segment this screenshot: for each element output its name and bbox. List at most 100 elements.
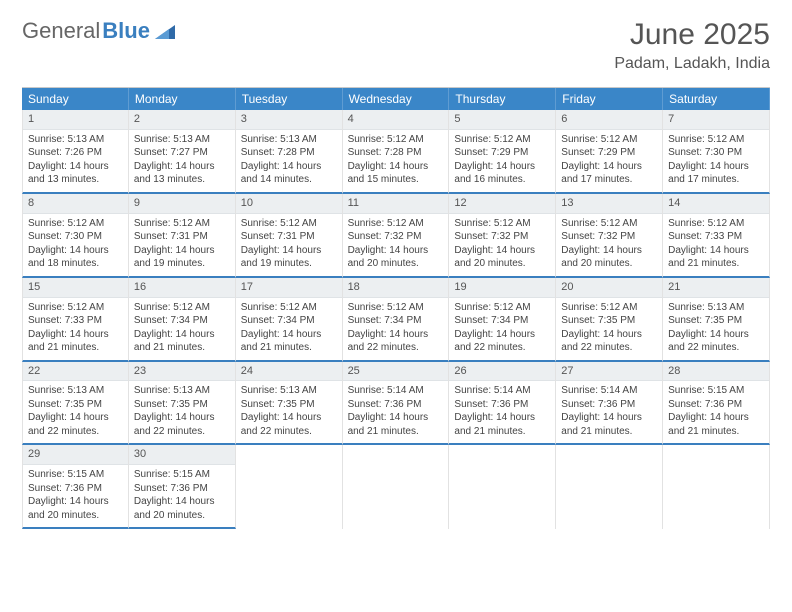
calendar-day: 11Sunrise: 5:12 AMSunset: 7:32 PMDayligh… xyxy=(343,194,450,278)
sunset-line: Sunset: 7:35 PM xyxy=(668,314,764,328)
sunset-line: Sunset: 7:33 PM xyxy=(668,230,764,244)
calendar-day: 13Sunrise: 5:12 AMSunset: 7:32 PMDayligh… xyxy=(556,194,663,278)
day-number: 1 xyxy=(23,110,128,130)
sunrise-line: Sunrise: 5:14 AM xyxy=(348,384,444,398)
day-number: 17 xyxy=(236,278,342,298)
daylight-line: Daylight: 14 hours and 22 minutes. xyxy=(28,411,123,438)
weekday-header: Saturday xyxy=(663,88,770,110)
weekday-header: Monday xyxy=(129,88,236,110)
day-number: 3 xyxy=(236,110,342,130)
day-number: 15 xyxy=(23,278,128,298)
day-details: Sunrise: 5:12 AMSunset: 7:28 PMDaylight:… xyxy=(343,130,449,192)
calendar-day: 10Sunrise: 5:12 AMSunset: 7:31 PMDayligh… xyxy=(236,194,343,278)
sunrise-line: Sunrise: 5:12 AM xyxy=(241,217,337,231)
daylight-line: Daylight: 14 hours and 22 minutes. xyxy=(241,411,337,438)
calendar-day: 27Sunrise: 5:14 AMSunset: 7:36 PMDayligh… xyxy=(556,362,663,446)
calendar-day: 30Sunrise: 5:15 AMSunset: 7:36 PMDayligh… xyxy=(129,445,236,529)
sunset-line: Sunset: 7:34 PM xyxy=(348,314,444,328)
sunrise-line: Sunrise: 5:13 AM xyxy=(134,133,230,147)
sunrise-line: Sunrise: 5:14 AM xyxy=(561,384,657,398)
sunset-line: Sunset: 7:35 PM xyxy=(241,398,337,412)
calendar-day: 24 Sunrise: 5:13 AMSunset: 7:35 PMDayligh… xyxy=(236,362,343,446)
daylight-line: Daylight: 14 hours and 21 minutes. xyxy=(348,411,444,438)
sunset-line: Sunset: 7:36 PM xyxy=(454,398,550,412)
day-details: Sunrise: 5:12 AMSunset: 7:32 PMDaylight:… xyxy=(449,214,555,276)
daylight-line: Daylight: 14 hours and 22 minutes. xyxy=(668,328,764,355)
calendar-day: 19Sunrise: 5:12 AMSunset: 7:34 PMDayligh… xyxy=(449,278,556,362)
day-details: Sunrise: 5:14 AMSunset: 7:36 PMDaylight:… xyxy=(343,381,449,443)
day-number: 12 xyxy=(449,194,555,214)
sunset-line: Sunset: 7:27 PM xyxy=(134,146,230,160)
day-details: Sunrise: 5:12 AMSunset: 7:34 PMDaylight:… xyxy=(236,298,342,360)
sunrise-line: Sunrise: 5:12 AM xyxy=(134,217,230,231)
daylight-line: Daylight: 14 hours and 13 minutes. xyxy=(28,160,123,187)
sunset-line: Sunset: 7:28 PM xyxy=(348,146,444,160)
sunset-line: Sunset: 7:29 PM xyxy=(454,146,550,160)
sunset-line: Sunset: 7:36 PM xyxy=(668,398,764,412)
day-number: 26 xyxy=(449,362,555,382)
daylight-line: Daylight: 14 hours and 22 minutes. xyxy=(134,411,230,438)
daylight-line: Daylight: 14 hours and 17 minutes. xyxy=(668,160,764,187)
day-number: 4 xyxy=(343,110,449,130)
sunset-line: Sunset: 7:35 PM xyxy=(561,314,657,328)
daylight-line: Daylight: 14 hours and 15 minutes. xyxy=(348,160,444,187)
sunrise-line: Sunrise: 5:12 AM xyxy=(241,301,337,315)
day-number: 9 xyxy=(129,194,235,214)
daylight-line: Daylight: 14 hours and 17 minutes. xyxy=(561,160,657,187)
calendar-day: 18Sunrise: 5:12 AMSunset: 7:34 PMDayligh… xyxy=(343,278,450,362)
day-number: 23 xyxy=(129,362,235,382)
sunrise-line: Sunrise: 5:12 AM xyxy=(348,133,444,147)
sunrise-line: Sunrise: 5:13 AM xyxy=(134,384,230,398)
day-details: Sunrise: 5:12 AMSunset: 7:29 PMDaylight:… xyxy=(556,130,662,192)
page-title: June 2025 xyxy=(614,18,770,51)
day-details: Sunrise: 5:12 AMSunset: 7:33 PMDaylight:… xyxy=(23,298,128,360)
day-number: 24 xyxy=(236,362,342,382)
day-details: Sunrise: 5:13 AMSunset: 7:26 PMDaylight:… xyxy=(23,130,128,192)
calendar-day: 3Sunrise: 5:13 AMSunset: 7:28 PMDaylight… xyxy=(236,110,343,194)
calendar-day: 12Sunrise: 5:12 AMSunset: 7:32 PMDayligh… xyxy=(449,194,556,278)
sunset-line: Sunset: 7:33 PM xyxy=(28,314,123,328)
day-number: 19 xyxy=(449,278,555,298)
sunset-line: Sunset: 7:31 PM xyxy=(241,230,337,244)
day-number: 5 xyxy=(449,110,555,130)
sunrise-line: Sunrise: 5:12 AM xyxy=(668,217,764,231)
sunset-line: Sunset: 7:34 PM xyxy=(454,314,550,328)
sunrise-line: Sunrise: 5:13 AM xyxy=(28,133,123,147)
day-details: Sunrise: 5:15 AMSunset: 7:36 PMDaylight:… xyxy=(23,465,128,527)
sunset-line: Sunset: 7:30 PM xyxy=(28,230,123,244)
day-number: 6 xyxy=(556,110,662,130)
day-details: Sunrise: 5:15 AMSunset: 7:36 PMDaylight:… xyxy=(663,381,769,443)
sunset-line: Sunset: 7:28 PM xyxy=(241,146,337,160)
calendar-day: 7Sunrise: 5:12 AMSunset: 7:30 PMDaylight… xyxy=(663,110,770,194)
day-details: Sunrise: 5:14 AMSunset: 7:36 PMDaylight:… xyxy=(449,381,555,443)
calendar-day: 2Sunrise: 5:13 AMSunset: 7:27 PMDaylight… xyxy=(129,110,236,194)
sunrise-line: Sunrise: 5:12 AM xyxy=(348,217,444,231)
daylight-line: Daylight: 14 hours and 21 minutes. xyxy=(454,411,550,438)
sunset-line: Sunset: 7:32 PM xyxy=(561,230,657,244)
day-details: Sunrise: 5:12 AMSunset: 7:32 PMDaylight:… xyxy=(343,214,449,276)
calendar-day: 6Sunrise: 5:12 AMSunset: 7:29 PMDaylight… xyxy=(556,110,663,194)
sunrise-line: Sunrise: 5:12 AM xyxy=(454,217,550,231)
daylight-line: Daylight: 14 hours and 20 minutes. xyxy=(454,244,550,271)
day-number: 11 xyxy=(343,194,449,214)
sunrise-line: Sunrise: 5:14 AM xyxy=(454,384,550,398)
sunset-line: Sunset: 7:26 PM xyxy=(28,146,123,160)
day-number: 18 xyxy=(343,278,449,298)
daylight-line: Daylight: 14 hours and 21 minutes. xyxy=(28,328,123,355)
sunset-line: Sunset: 7:29 PM xyxy=(561,146,657,160)
day-details: Sunrise: 5:12 AMSunset: 7:31 PMDaylight:… xyxy=(236,214,342,276)
day-details: Sunrise: 5:12 AMSunset: 7:29 PMDaylight:… xyxy=(449,130,555,192)
sunset-line: Sunset: 7:32 PM xyxy=(348,230,444,244)
day-number: 14 xyxy=(663,194,769,214)
sunrise-line: Sunrise: 5:13 AM xyxy=(241,384,337,398)
calendar-day: 14Sunrise: 5:12 AMSunset: 7:33 PMDayligh… xyxy=(663,194,770,278)
day-details: Sunrise: 5:13 AMSunset: 7:35 PMDaylight:… xyxy=(23,381,128,443)
calendar-day: 4Sunrise: 5:12 AMSunset: 7:28 PMDaylight… xyxy=(343,110,450,194)
sunrise-line: Sunrise: 5:13 AM xyxy=(28,384,123,398)
day-number: 28 xyxy=(663,362,769,382)
calendar-day: 17Sunrise: 5:12 AMSunset: 7:34 PMDayligh… xyxy=(236,278,343,362)
day-details: Sunrise: 5:12 AMSunset: 7:34 PMDaylight:… xyxy=(129,298,235,360)
day-number: 2 xyxy=(129,110,235,130)
day-number: 22 xyxy=(23,362,128,382)
day-number: 16 xyxy=(129,278,235,298)
